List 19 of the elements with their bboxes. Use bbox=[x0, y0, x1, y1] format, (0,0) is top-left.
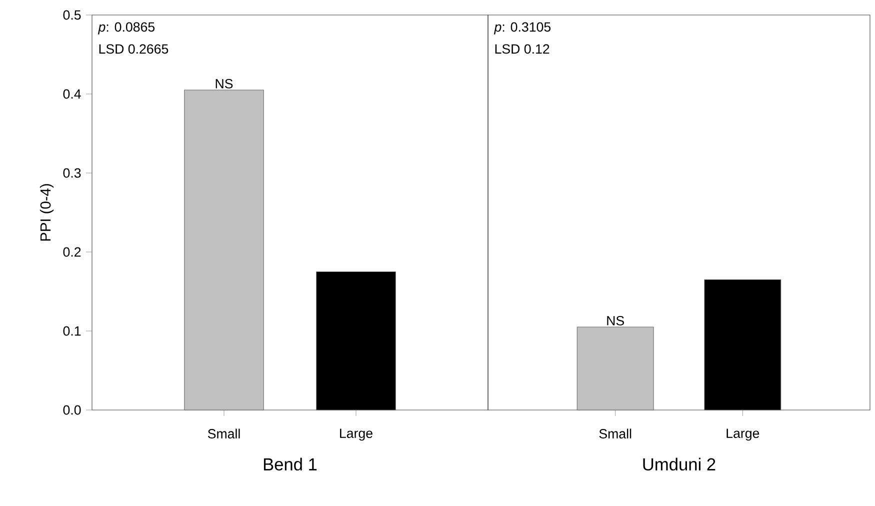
x-tick-label: Small bbox=[599, 428, 632, 438]
y-tick-label: 0.5 bbox=[63, 10, 81, 20]
x-tick-label: Large bbox=[726, 428, 760, 441]
annotation: p: 0.3105 bbox=[494, 22, 551, 34]
x-tick-label: Large bbox=[340, 428, 372, 441]
x-axis-title: Bend 1 bbox=[264, 458, 317, 471]
annotation: NS bbox=[607, 316, 624, 326]
annotation: LSD 0.2665 bbox=[99, 44, 168, 54]
annotation: LSD 0.12 bbox=[495, 44, 550, 54]
y-axis-title: PPI (0-4) bbox=[40, 184, 54, 241]
y-tick-label: 0.1 bbox=[63, 326, 81, 336]
y-tick-label: 0.4 bbox=[63, 89, 81, 99]
annotation: p: 0.0865 bbox=[98, 22, 155, 34]
y-tick-label: 0.0 bbox=[63, 405, 81, 415]
y-tick-label: 0.2 bbox=[63, 247, 81, 257]
annotation: NS bbox=[216, 79, 233, 88]
x-tick-label: Small bbox=[208, 428, 240, 438]
x-axis-title: Umduni 2 bbox=[643, 458, 716, 471]
y-tick-label: 0.3 bbox=[63, 168, 81, 178]
